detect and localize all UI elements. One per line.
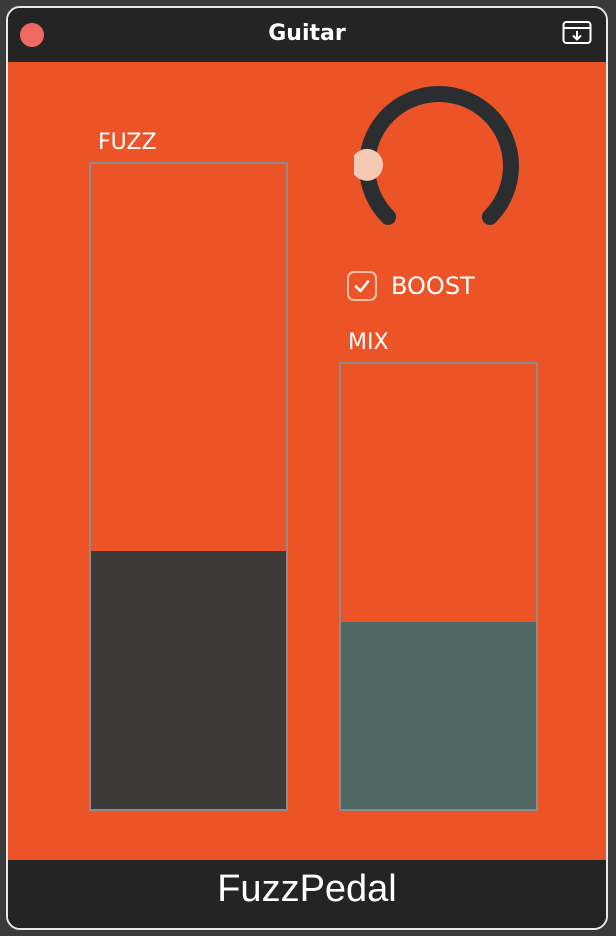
fuzz-slider[interactable] [89,162,288,811]
fuzz-label: FUZZ [98,130,157,155]
pedal-panel: FUZZ BOOST MIX [8,62,606,860]
checkmark-icon [354,280,370,293]
boost-label: BOOST [391,272,475,300]
mix-label: MIX [348,330,389,355]
footer-bar: FuzzPedal [8,860,606,928]
knob-track [359,86,519,225]
mix-slider-fill [341,622,536,809]
close-dot-icon[interactable] [20,23,44,47]
fuzz-knob[interactable] [354,84,524,234]
plugin-window: Guitar FUZZ BOOST MIX FuzzPedal [6,6,608,930]
fuzz-slider-fill [91,551,286,809]
download-tray-icon[interactable] [562,20,592,46]
mix-slider[interactable] [339,362,538,811]
title-bar: Guitar [8,8,606,62]
window-title: Guitar [268,21,346,46]
boost-checkbox[interactable] [347,271,377,301]
knob-thumb[interactable] [354,148,384,181]
plugin-name: FuzzPedal [217,868,397,910]
